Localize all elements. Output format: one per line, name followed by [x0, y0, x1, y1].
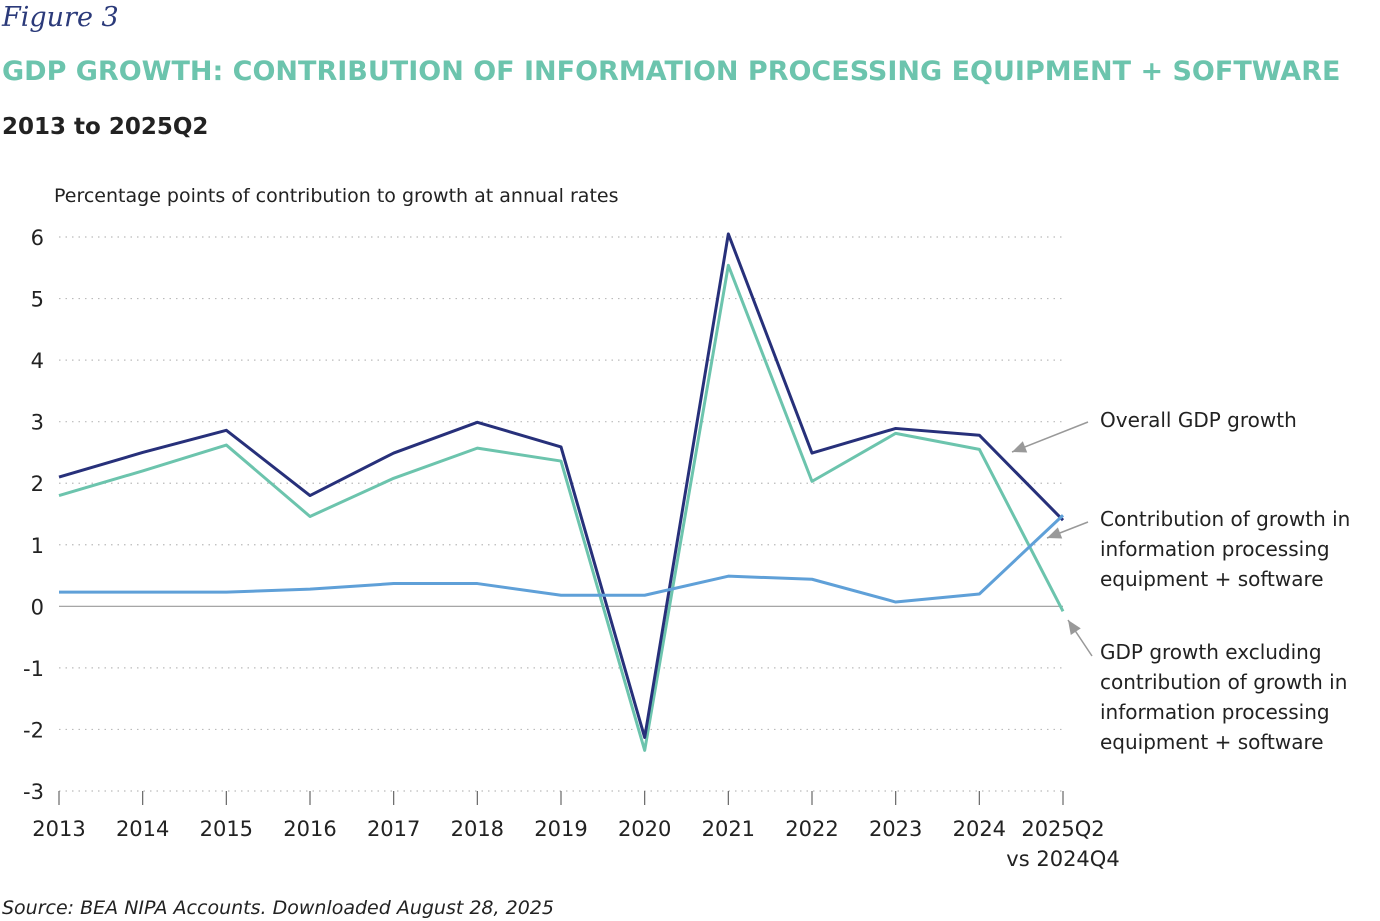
x-tick-label: 2023 — [869, 817, 922, 841]
arrow-icon — [1068, 620, 1081, 635]
x-tick-label: 2020 — [618, 817, 671, 841]
x-tick-label: 2021 — [702, 817, 755, 841]
x-tick-label: 2017 — [367, 817, 420, 841]
y-tick-label: 4 — [31, 349, 44, 373]
x-tick-label: 2025Q2 — [1021, 817, 1104, 841]
arrow-icon — [1047, 527, 1063, 539]
figure-label: Figure 3 — [2, 2, 119, 33]
series-line — [59, 514, 1065, 604]
x-tick-label: 2022 — [785, 817, 838, 841]
source-note: Source: BEA NIPA Accounts. Downloaded Au… — [2, 897, 554, 919]
x-tick-label: 2024 — [953, 817, 1006, 841]
annotation-text: equipment + software — [1100, 730, 1324, 754]
y-tick-label: 2 — [31, 472, 44, 496]
annotation-text: GDP growth excluding — [1100, 640, 1322, 664]
annotation-text: Contribution of growth in — [1100, 507, 1350, 531]
y-tick-label: 1 — [31, 534, 44, 558]
y-tick-label: 5 — [31, 288, 44, 312]
annotation-text: information processing — [1100, 700, 1330, 724]
annotation-text: information processing — [1100, 537, 1330, 561]
series-line — [58, 263, 1065, 752]
chart-title: GDP GROWTH: CONTRIBUTION OF INFORMATION … — [2, 56, 1341, 87]
y-tick-label: 6 — [31, 226, 44, 250]
y-tick-label: -2 — [23, 718, 44, 742]
x-tick-sublabel: vs 2024Q4 — [1006, 847, 1119, 871]
x-tick-label: 2015 — [200, 817, 253, 841]
arrow-icon — [1012, 441, 1028, 453]
y-tick-label: -3 — [23, 780, 44, 804]
series-line — [58, 232, 1065, 739]
y-axis-label: Percentage points of contribution to gro… — [54, 185, 618, 207]
annotation-text: Overall GDP growth — [1100, 408, 1297, 432]
x-tick-label: 2018 — [451, 817, 504, 841]
chart-subtitle: 2013 to 2025Q2 — [2, 114, 209, 140]
x-tick-label: 2016 — [283, 817, 336, 841]
x-tick-label: 2019 — [534, 817, 587, 841]
x-tick-label: 2014 — [116, 817, 169, 841]
y-tick-label: -1 — [23, 657, 44, 681]
y-tick-label: 3 — [31, 411, 44, 435]
annotation-text: contribution of growth in — [1100, 670, 1347, 694]
x-tick-label: 2013 — [32, 817, 85, 841]
annotation-text: equipment + software — [1100, 567, 1324, 591]
y-tick-label: 0 — [31, 595, 44, 619]
